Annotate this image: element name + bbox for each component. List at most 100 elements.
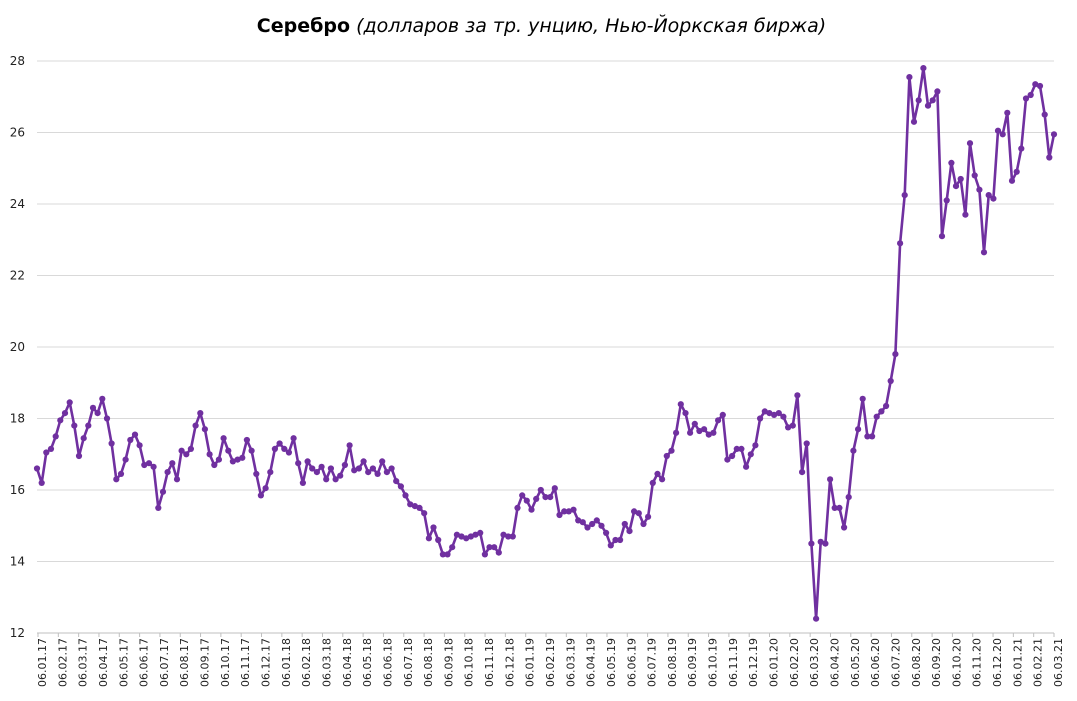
data-point (327, 465, 334, 472)
data-point (897, 240, 904, 247)
data-point (547, 494, 554, 501)
y-tick-label: 24 (10, 197, 25, 211)
x-tick-label: 06.11.20 (971, 638, 984, 687)
data-point (313, 469, 320, 476)
data-point (654, 470, 661, 477)
data-point (817, 538, 824, 545)
data-point (822, 540, 829, 547)
data-point (528, 506, 535, 513)
data-point (435, 536, 442, 544)
data-point (771, 411, 778, 418)
data-point (757, 415, 764, 422)
data-point (561, 508, 568, 515)
data-point (141, 461, 148, 469)
data-point (187, 445, 194, 452)
x-tick-label: 06.07.20 (889, 638, 902, 687)
data-point (108, 440, 115, 447)
y-tick-label: 22 (10, 269, 25, 283)
data-point (304, 458, 311, 465)
chart-title-main: Серебро (256, 15, 351, 37)
data-point (290, 435, 297, 442)
x-tick-label: 06.03.18 (320, 638, 333, 687)
x-tick-label: 06.02.19 (544, 638, 557, 687)
data-point (402, 492, 409, 499)
data-point (449, 544, 456, 551)
x-tick-label: 06.09.20 (930, 638, 943, 687)
data-point (514, 504, 521, 511)
data-point (57, 417, 64, 424)
data-point (565, 508, 572, 515)
data-point (775, 410, 782, 417)
x-tick-label: 06.08.18 (422, 638, 435, 687)
data-point (169, 460, 176, 467)
data-point (271, 445, 278, 452)
data-point (976, 186, 983, 193)
data-point (971, 172, 978, 179)
chart-title: Серебро (долларов за тр. унцию, Нью-Йорк… (0, 15, 1077, 37)
data-point (943, 197, 950, 204)
x-tick-label: 06.12.20 (991, 638, 1004, 687)
data-point (635, 510, 642, 517)
data-point (89, 404, 97, 411)
data-point (127, 436, 134, 444)
data-point (430, 524, 437, 531)
y-tick-label: 16 (10, 483, 25, 497)
data-point (439, 551, 446, 558)
data-point (738, 445, 745, 452)
data-point (495, 549, 502, 556)
data-point (444, 551, 451, 558)
data-point (570, 506, 577, 513)
data-point (743, 463, 750, 470)
data-point (701, 426, 708, 433)
data-point (864, 433, 871, 440)
data-point (38, 479, 45, 486)
y-tick-label: 20 (10, 340, 25, 354)
data-point (640, 520, 647, 528)
series-silver (33, 65, 1058, 622)
y-tick-label: 26 (10, 126, 25, 140)
x-tick-label: 06.12.17 (260, 638, 273, 687)
data-point (990, 195, 997, 202)
data-point (481, 551, 488, 558)
data-point (999, 131, 1006, 138)
x-tick-label: 06.04.17 (97, 638, 110, 687)
y-tick-label: 14 (10, 555, 25, 569)
data-point (556, 511, 563, 519)
x-axis-tick-labels: 06.01.17 06.02.17 06.03.17 06.04.17 06.05.17… (36, 633, 1065, 687)
data-point (201, 426, 208, 433)
data-point (668, 447, 675, 454)
data-point (938, 233, 946, 240)
x-tick-label: 06.02.20 (788, 638, 801, 687)
data-point (477, 529, 484, 537)
data-point (33, 465, 41, 472)
data-point (766, 410, 773, 417)
data-point (360, 458, 367, 465)
data-point (1032, 81, 1039, 88)
data-point (948, 159, 955, 166)
data-point (733, 445, 740, 452)
data-point (663, 452, 670, 460)
data-point (1013, 168, 1020, 175)
data-point (649, 479, 656, 486)
data-point (383, 469, 390, 476)
data-point (934, 88, 941, 95)
data-point (369, 465, 376, 472)
data-point (407, 501, 414, 508)
x-tick-label: 06.06.19 (625, 638, 638, 687)
data-point (267, 469, 274, 476)
data-point (631, 508, 638, 515)
data-point (924, 102, 932, 109)
data-point (808, 540, 815, 547)
data-point (421, 510, 428, 517)
x-tick-label: 06.06.20 (869, 638, 882, 687)
data-point (323, 476, 330, 483)
data-point (789, 422, 796, 429)
data-point (1018, 145, 1025, 152)
data-point (229, 458, 236, 465)
data-point (262, 485, 269, 492)
data-point (901, 192, 908, 199)
data-point (752, 442, 759, 449)
data-point (211, 461, 218, 469)
x-tick-label: 06.04.19 (585, 638, 598, 687)
data-point (621, 520, 628, 528)
